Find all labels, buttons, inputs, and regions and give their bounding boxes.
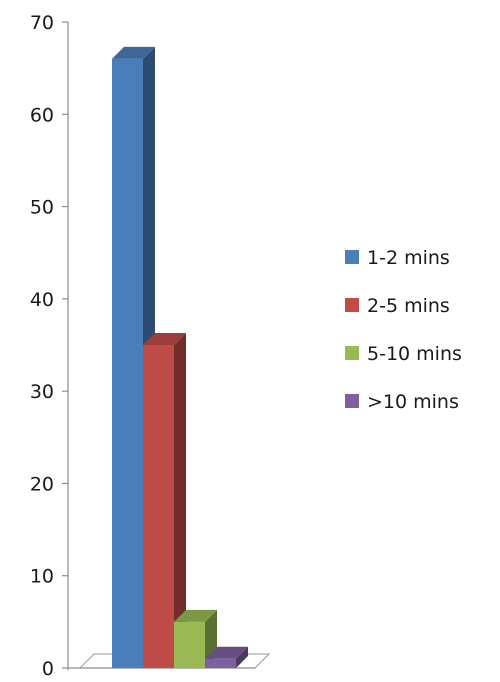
legend-label: 2-5 mins: [367, 295, 450, 317]
bar-front: [174, 621, 205, 668]
bar-front: [205, 658, 236, 668]
legend-label: 5-10 mins: [367, 343, 462, 365]
bar-top: [174, 609, 217, 622]
legend-label: 1-2 mins: [367, 247, 450, 269]
legend-item: >10 mins: [345, 391, 459, 413]
legend-swatch: [345, 394, 359, 408]
legend-item: 1-2 mins: [345, 247, 450, 269]
legend-swatch: [345, 346, 359, 360]
legend-swatch: [345, 298, 359, 312]
legend-item: 2-5 mins: [345, 295, 450, 317]
y-tick-label: 40: [30, 289, 54, 311]
legend-item: 5-10 mins: [345, 343, 462, 365]
y-tick-label: 30: [30, 381, 54, 403]
y-tick-label: 20: [30, 473, 54, 495]
y-tick-label: 10: [30, 566, 54, 588]
legend-label: >10 mins: [367, 391, 459, 413]
legend: 1-2 mins 2-5 mins 5-10 mins >10 mins: [345, 247, 462, 413]
bar-side: [236, 646, 248, 668]
bar-2: [143, 333, 186, 668]
legend-swatch: [345, 250, 359, 264]
bar-top: [143, 333, 186, 345]
bar-top: [205, 646, 248, 659]
bars: [112, 46, 248, 668]
bar-front: [143, 345, 174, 668]
y-axis-ticks: 0 10 20 30 40 50 60 70: [30, 12, 68, 680]
bar-side: [174, 333, 186, 668]
bar-top: [112, 46, 155, 59]
bar-4: [205, 646, 248, 668]
y-tick-label: 0: [42, 658, 54, 680]
y-tick-label: 50: [30, 197, 54, 219]
y-tick-label: 60: [30, 104, 54, 126]
bar-front: [112, 58, 143, 668]
y-tick-label: 70: [30, 12, 54, 34]
